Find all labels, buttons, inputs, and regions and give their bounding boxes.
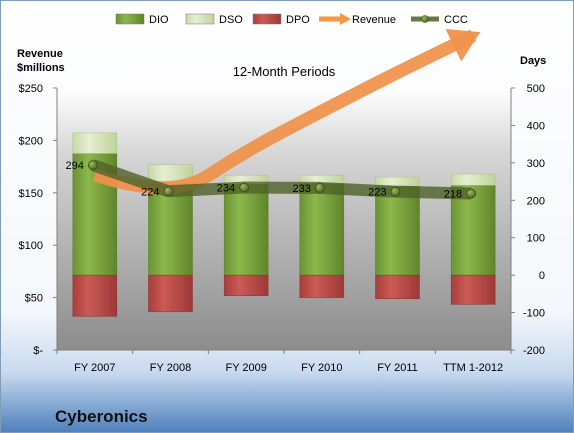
- y-left-ticks: $- $50 $100 $150 $200 $250: [19, 83, 57, 357]
- y-left-tick-label: $-: [33, 345, 43, 357]
- revenue-arrowhead: [445, 28, 481, 62]
- ccc-data-label: 218: [444, 189, 462, 201]
- legend-label: DIO: [149, 14, 169, 26]
- y-right-label: Days: [520, 55, 546, 67]
- legend-label: CCC: [444, 14, 468, 26]
- ccc-data-label: 234: [217, 183, 235, 195]
- y-left-label-line1: Revenue: [17, 48, 63, 60]
- bar-dso: [450, 173, 496, 186]
- legend-swatch: [115, 13, 145, 25]
- legend: DIO DSO DPO Revenue CCC: [115, 13, 468, 26]
- bar-dio: [299, 183, 345, 276]
- legend-marker: [421, 15, 429, 23]
- y-right-tick-label: -100: [523, 308, 545, 320]
- ccc-data-label: 233: [292, 183, 310, 195]
- x-tick-label: FY 2008: [150, 362, 191, 374]
- bar-dpo: [450, 274, 496, 305]
- legend-item-ccc: CCC: [411, 14, 468, 26]
- legend-swatch: [185, 13, 215, 25]
- bar-dpo: [148, 274, 193, 313]
- bar-dpo: [72, 274, 118, 317]
- x-tick-label: FY 2007: [74, 362, 115, 374]
- x-tick-label: FY 2010: [301, 362, 342, 374]
- bar-dio: [450, 185, 496, 276]
- ccc-line: [90, 159, 472, 200]
- x-tick-label: TTM 1-2012: [443, 362, 503, 374]
- ccc-marker: [466, 188, 477, 199]
- y-right-tick-label: 300: [527, 158, 545, 170]
- ccc-marker: [163, 186, 174, 197]
- legend-label: DSO: [219, 14, 243, 26]
- bar-dpo: [375, 274, 420, 299]
- legend-label: DPO: [286, 14, 310, 26]
- x-tick-label: FY 2011: [377, 362, 418, 374]
- legend-item-dio: DIO: [115, 13, 169, 26]
- y-left-label-line2: $millions: [17, 62, 65, 74]
- legend-arrowhead: [340, 13, 351, 25]
- legend-item-revenue: Revenue: [319, 13, 396, 26]
- ccc-marker: [87, 160, 98, 171]
- y-right-tick-label: 0: [539, 270, 545, 282]
- y-right-tick-label: -200: [523, 345, 545, 357]
- chart-title: 12-Month Periods: [233, 64, 336, 79]
- ccc-marker: [314, 183, 325, 193]
- ccc-data-label: 223: [368, 187, 386, 199]
- y-right-tick-label: 500: [527, 83, 545, 95]
- legend-item-dso: DSO: [185, 13, 243, 26]
- y-right-ticks: -200 -100 0 100 200 300 400 500: [511, 83, 545, 357]
- y-right-tick-label: 200: [527, 195, 545, 207]
- y-right-tick-label: 100: [527, 233, 545, 245]
- company-name: Cyberonics: [55, 407, 148, 426]
- legend-label: Revenue: [352, 14, 396, 26]
- x-ticks: FY 2007 FY 2008 FY 2009 FY 2010 FY 2011 TTM 1…: [56, 350, 512, 374]
- y-left-tick-label: $150: [19, 188, 43, 200]
- ccc-data-label: 224: [141, 186, 159, 198]
- bar-dpo: [299, 274, 345, 298]
- bar-dio: [148, 183, 193, 276]
- ccc-data-label: 294: [65, 160, 83, 172]
- bar-dso: [375, 176, 420, 187]
- y-left-tick-label: $100: [19, 240, 43, 252]
- x-tick-label: FY 2009: [225, 362, 266, 374]
- y-right-tick-label: 400: [527, 120, 545, 132]
- y-left-tick-label: $250: [19, 83, 43, 95]
- y-left-tick-label: $50: [25, 293, 43, 305]
- y-left-tick-label: $200: [19, 135, 43, 147]
- bar-dio: [223, 183, 269, 276]
- ccc-marker: [390, 186, 401, 197]
- legend-item-dpo: DPO: [252, 13, 310, 26]
- bar-dio: [375, 185, 420, 276]
- ccc-marker: [239, 182, 250, 193]
- legend-swatch: [252, 13, 282, 25]
- bar-dso: [72, 132, 118, 154]
- bar-dpo: [223, 274, 269, 296]
- bars: [72, 132, 496, 317]
- ccc-layer: 294 224 234 233 223 218: [65, 159, 477, 201]
